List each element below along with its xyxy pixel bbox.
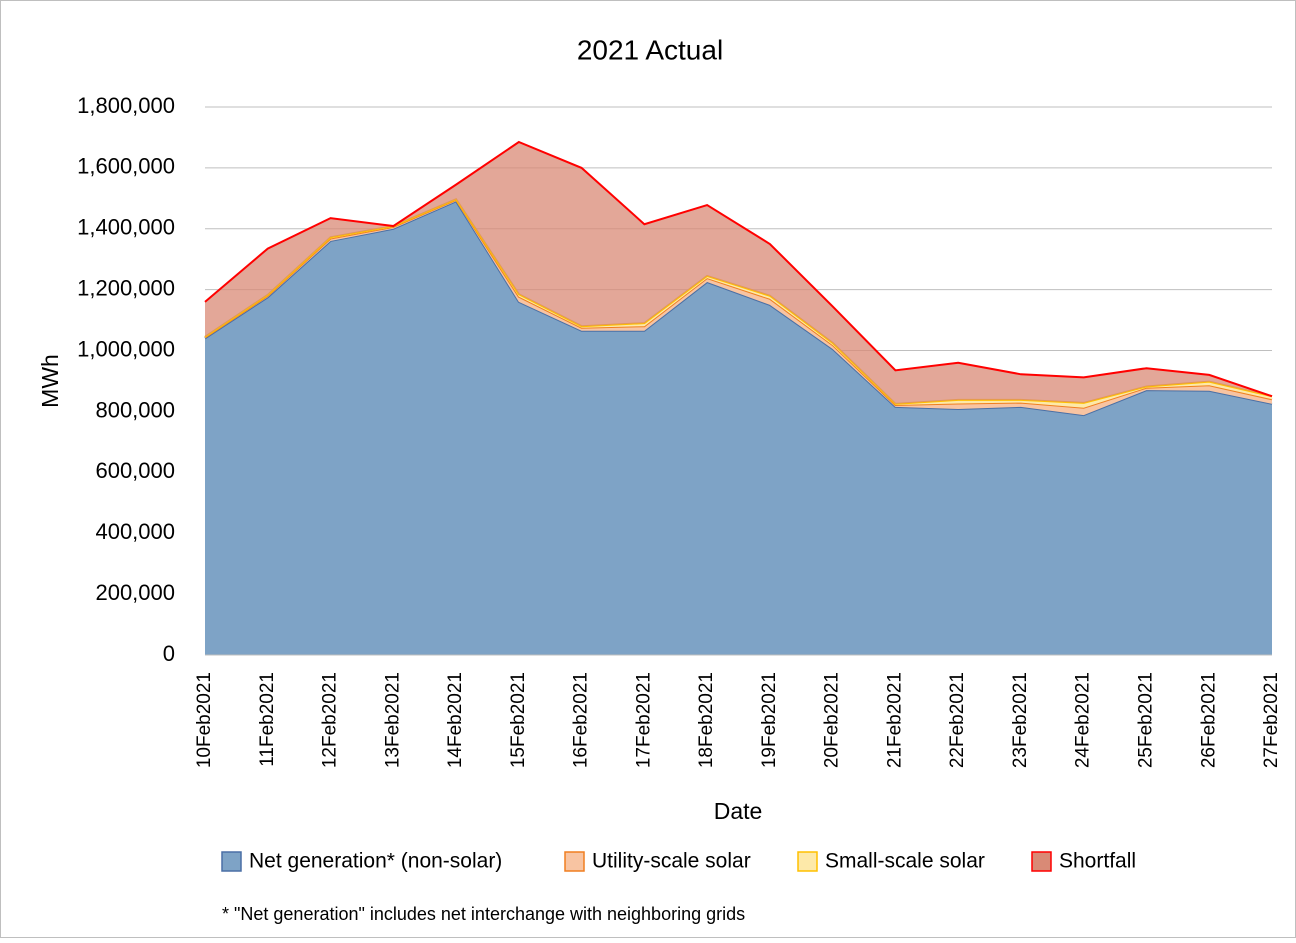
y-tick-label: 1,000,000 — [77, 336, 175, 361]
x-tick-label: 11Feb2021 — [257, 672, 278, 767]
y-tick-label: 1,600,000 — [77, 154, 175, 179]
y-tick-label: 1,800,000 — [77, 93, 175, 118]
y-tick-label: 200,000 — [95, 580, 175, 605]
x-tick-label: 23Feb2021 — [1010, 672, 1031, 768]
x-tick-label: 13Feb2021 — [382, 672, 403, 768]
x-tick-label: 16Feb2021 — [571, 672, 592, 768]
area-line — [204, 140, 1273, 398]
x-tick-label: 22Feb2021 — [947, 672, 968, 768]
legend-swatch — [797, 851, 818, 872]
x-tick-label: 15Feb2021 — [508, 672, 529, 768]
x-tick-label: 12Feb2021 — [320, 672, 341, 768]
legend-label: Shortfall — [1059, 850, 1136, 873]
x-tick-label: 18Feb2021 — [696, 672, 717, 768]
x-tick-label: 20Feb2021 — [822, 672, 843, 768]
footnote: * "Net generation" includes net intercha… — [222, 904, 745, 924]
y-tick-label: 1,400,000 — [77, 215, 175, 240]
x-axis-title: Date — [714, 798, 763, 824]
x-tick-label: 14Feb2021 — [445, 672, 466, 768]
x-tick-label: 26Feb2021 — [1198, 672, 1219, 768]
x-tick-label: 10Feb2021 — [194, 672, 215, 768]
x-tick-label: 24Feb2021 — [1073, 672, 1094, 768]
legend-swatch — [564, 851, 585, 872]
x-tick-label: 19Feb2021 — [759, 672, 780, 768]
x-tick-label: 25Feb2021 — [1135, 672, 1156, 768]
y-tick-label: 400,000 — [95, 519, 175, 544]
x-tick-label: 21Feb2021 — [884, 672, 905, 768]
area — [205, 199, 1272, 408]
x-tick-label: 27Feb2021 — [1261, 672, 1282, 768]
area-line — [204, 200, 1273, 417]
y-tick-label: 0 — [163, 641, 175, 666]
y-axis-title: MWh — [37, 354, 63, 408]
y-tick-label: 1,200,000 — [77, 275, 175, 300]
chart-title: 2021 Actual — [577, 34, 723, 65]
legend-label: Utility-scale solar — [592, 850, 751, 873]
area — [205, 142, 1272, 404]
area — [205, 201, 1272, 655]
area-line — [204, 197, 1273, 405]
y-tick-label: 600,000 — [95, 458, 175, 483]
y-tick-label: 800,000 — [95, 397, 175, 422]
legend-swatch — [221, 851, 242, 872]
x-tick-label: 17Feb2021 — [633, 672, 654, 768]
legend-swatch — [1031, 851, 1052, 872]
legend-label: Small-scale solar — [825, 850, 985, 873]
legend-label: Net generation* (non-solar) — [249, 850, 502, 873]
